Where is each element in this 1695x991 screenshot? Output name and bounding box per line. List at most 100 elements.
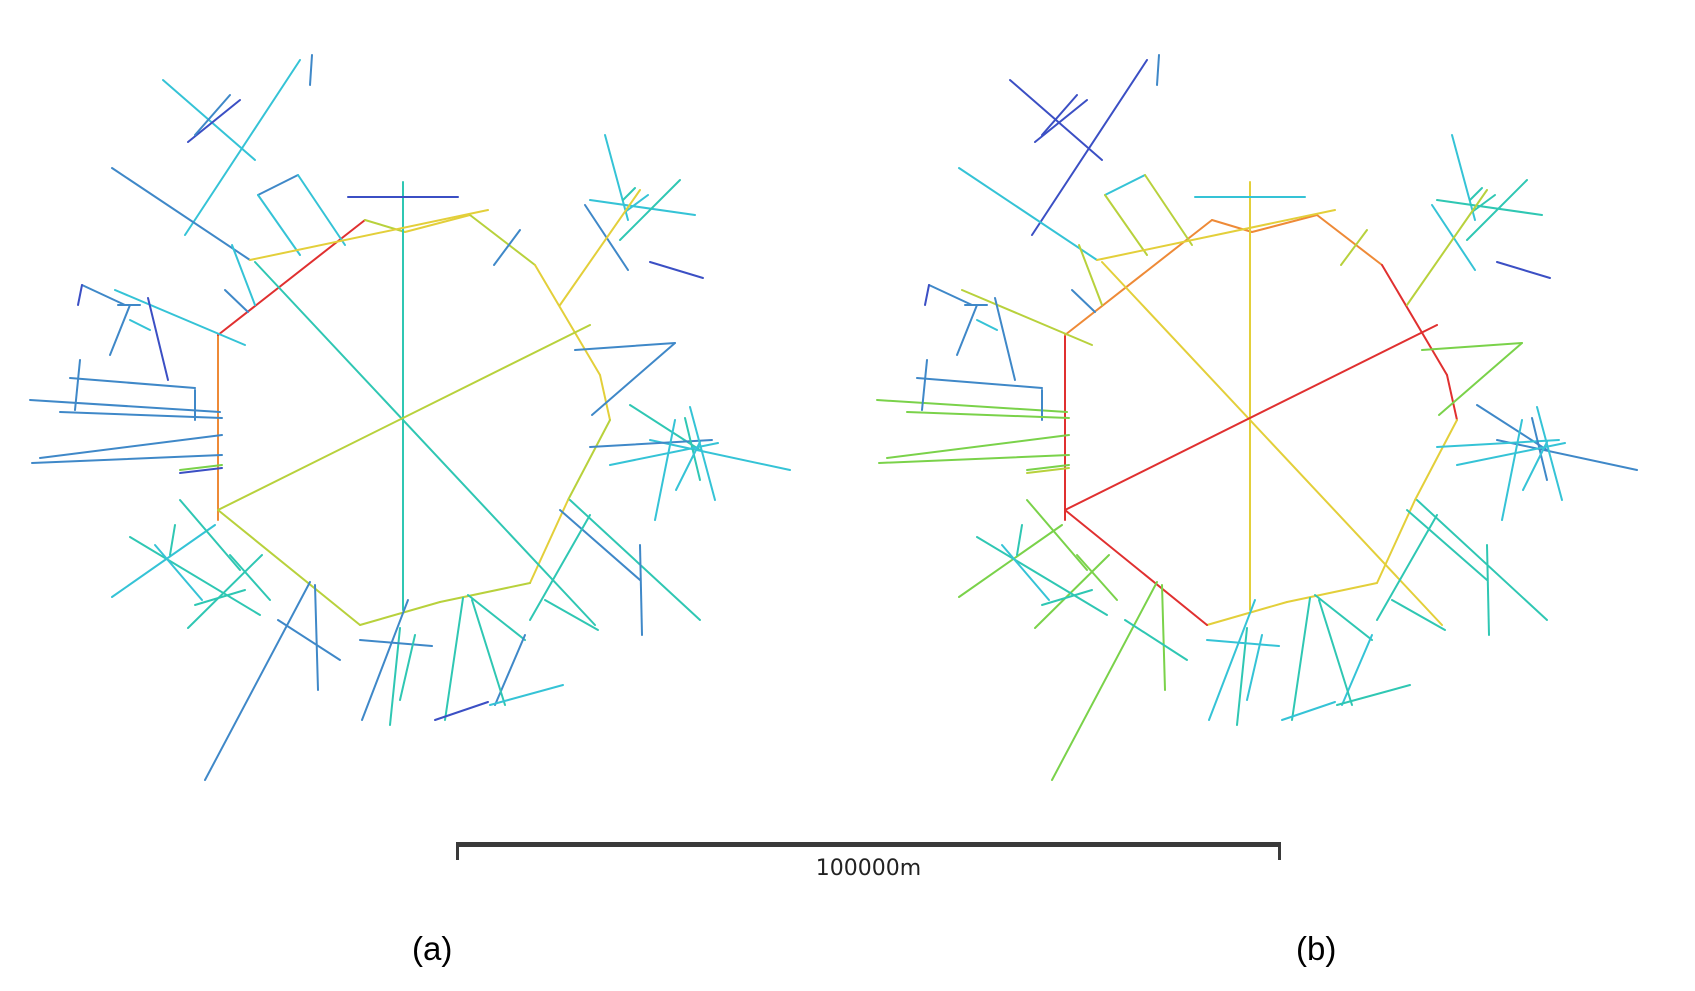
network-edge xyxy=(1436,439,1560,448)
network-edge xyxy=(493,229,521,266)
network-edge xyxy=(1206,639,1280,647)
network-edge xyxy=(179,467,223,474)
network-edge xyxy=(1161,584,1166,691)
network-edge xyxy=(81,284,126,306)
network-edge xyxy=(147,297,169,381)
network-edge xyxy=(1406,189,1488,306)
network-edge xyxy=(958,167,1098,261)
network-edge xyxy=(169,524,176,556)
network-edge xyxy=(1206,601,1288,626)
network-edge xyxy=(1144,174,1193,246)
network-edge xyxy=(544,599,599,631)
network-edge xyxy=(1291,597,1311,721)
scale-bar-tick-left xyxy=(456,842,459,860)
network-edge xyxy=(129,319,151,331)
network-edge xyxy=(1034,554,1110,629)
network-edge xyxy=(31,454,223,464)
network-edge xyxy=(534,264,601,376)
network-edge xyxy=(1414,419,1458,501)
network-edge xyxy=(1456,442,1566,466)
network-edge xyxy=(569,499,701,621)
network-edge xyxy=(154,544,203,601)
network-edge xyxy=(399,634,416,701)
network-edge xyxy=(184,59,301,236)
network-edge xyxy=(297,174,346,246)
network-edge xyxy=(1071,289,1096,313)
network-edge xyxy=(359,639,433,647)
network-edge xyxy=(958,524,1063,598)
network-edge xyxy=(1031,59,1148,236)
network-edge xyxy=(924,284,930,306)
caption-a: (a) xyxy=(412,930,453,967)
network-edge xyxy=(1286,582,1378,603)
network-edge xyxy=(1208,599,1256,721)
panel-a-network-map xyxy=(0,0,848,800)
network-edge xyxy=(589,439,713,448)
network-edge xyxy=(469,214,536,266)
network-edge xyxy=(1041,94,1078,136)
network-edge xyxy=(1316,214,1383,266)
network-edge xyxy=(1451,134,1476,221)
network-edge xyxy=(529,499,569,584)
network-edge xyxy=(928,284,973,306)
network-edge xyxy=(1446,374,1458,421)
network-edge xyxy=(1096,209,1336,261)
network-edge xyxy=(489,684,564,706)
network-edge xyxy=(675,441,701,491)
network-edge xyxy=(1496,261,1551,279)
network-edge xyxy=(109,304,131,356)
network-edge xyxy=(591,342,676,416)
network-edge xyxy=(1064,219,1213,336)
network-edge xyxy=(1421,342,1523,351)
network-edge xyxy=(1501,419,1523,521)
network-edge xyxy=(1246,634,1263,701)
network-edge xyxy=(604,134,629,221)
network-edge xyxy=(1101,261,1443,626)
network-edge xyxy=(309,54,313,86)
network-edge xyxy=(976,536,1108,616)
network-edge xyxy=(1211,219,1253,233)
caption-b: (b) xyxy=(1296,930,1337,967)
network-edge xyxy=(1536,406,1563,501)
network-edge xyxy=(444,597,464,721)
network-edge xyxy=(217,219,366,336)
network-edge xyxy=(224,289,249,313)
scale-bar: 100000m xyxy=(456,842,1281,882)
network-edge xyxy=(204,581,311,781)
network-edge xyxy=(361,599,409,721)
network-edge xyxy=(1466,179,1528,241)
network-edge xyxy=(1469,187,1483,201)
network-edge xyxy=(69,377,196,389)
network-edge xyxy=(1476,404,1548,451)
network-edge xyxy=(1416,499,1548,621)
network-edge xyxy=(254,261,596,626)
network-edge xyxy=(1026,499,1088,571)
network-edge xyxy=(29,399,221,413)
network-edge xyxy=(1034,99,1088,143)
network-edge xyxy=(277,619,341,661)
network-edge xyxy=(1496,439,1638,471)
network-edge xyxy=(1041,589,1093,606)
network-edge xyxy=(574,342,676,351)
network-edge xyxy=(1318,599,1353,706)
network-edge xyxy=(39,434,223,459)
network-edge xyxy=(249,209,489,261)
network-edge xyxy=(654,419,676,521)
network-edge xyxy=(467,594,526,641)
network-edge xyxy=(194,94,231,136)
network-edge xyxy=(74,359,81,411)
network-edge xyxy=(1522,441,1548,491)
network-edge xyxy=(404,214,471,233)
network-edge xyxy=(1336,684,1411,706)
network-edge xyxy=(629,404,701,451)
network-edge xyxy=(886,434,1070,459)
network-edge xyxy=(231,244,256,306)
network-edge xyxy=(1391,599,1446,631)
network-edge xyxy=(1026,467,1070,474)
network-edge xyxy=(471,599,506,706)
network-edge xyxy=(1471,194,1496,213)
network-edge xyxy=(1376,499,1416,584)
network-edge xyxy=(494,634,526,706)
network-edge xyxy=(1001,544,1050,601)
network-edge xyxy=(878,454,1070,464)
